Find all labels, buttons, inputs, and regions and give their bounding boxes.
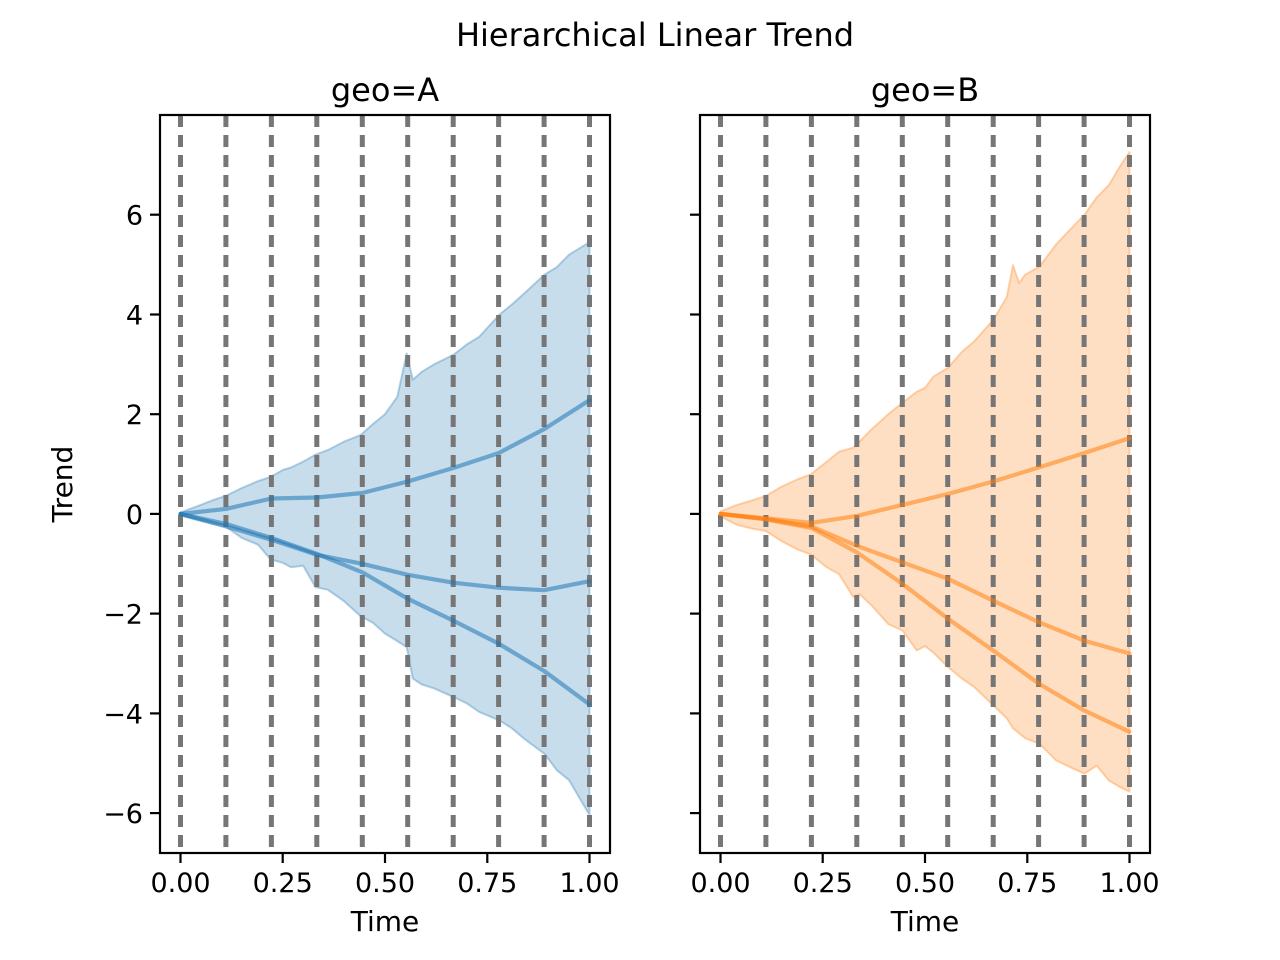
posterior-mean-line-2 [178, 511, 592, 593]
subplot-a-title: geo=A [331, 71, 439, 109]
x-axis-label-b: Time [890, 905, 960, 938]
posterior-mean-line-3 [178, 511, 592, 707]
y-tick-label: 4 [126, 301, 143, 332]
figure-suptitle: Hierarchical Linear Trend [456, 16, 854, 54]
y-tick-label: −2 [103, 600, 143, 631]
x-tick-label: 0.75 [997, 868, 1057, 899]
subplot-b-plot-area: 0.00 0.25 0.50 0.75 1.00 [690, 113, 1160, 899]
subplot-b-title: geo=B [871, 71, 979, 109]
subplot-a-plot-area: 0.00 0.25 0.50 0.75 1.00 −6 −4 −2 0 2 4 6 [103, 113, 620, 899]
posterior-mean-line-1 [178, 398, 592, 517]
y-tick-label: 6 [126, 201, 143, 232]
y-tick-label: −6 [103, 799, 143, 830]
y-axis-label: Trend [46, 446, 79, 524]
x-tick-label: 0.25 [793, 868, 853, 899]
x-tick-label: 0.75 [457, 868, 517, 899]
posterior-mean-line-3 [718, 511, 1132, 734]
x-tick-label: 0.50 [355, 868, 415, 899]
y-tick-label: −4 [103, 699, 143, 730]
x-tick-label: 0.00 [150, 868, 210, 899]
x-tick-label: 0.50 [895, 868, 955, 899]
x-tick-label: 0.00 [690, 868, 750, 899]
uncertainty-band [719, 150, 1131, 793]
y-tick-label: 2 [126, 400, 143, 431]
x-axis-label-a: Time [350, 905, 420, 938]
y-tick-label: 0 [126, 500, 143, 531]
x-tick-label: 0.25 [253, 868, 313, 899]
x-tick-label: 1.00 [1099, 868, 1159, 899]
x-tick-label: 1.00 [559, 868, 619, 899]
